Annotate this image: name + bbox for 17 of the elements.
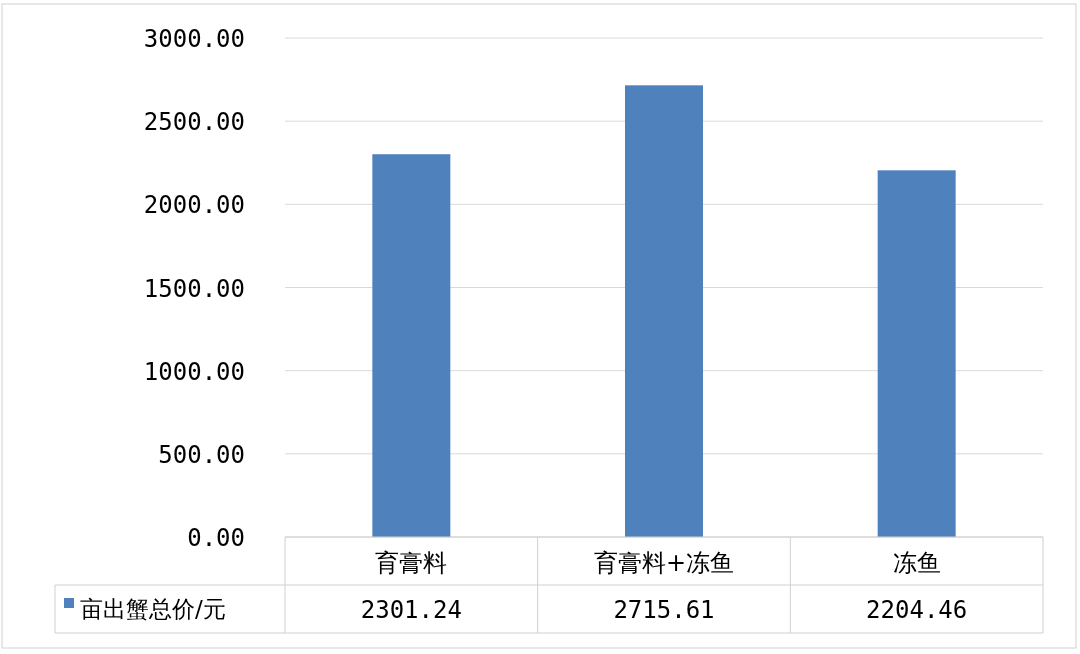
y-tick-label: 1000.00: [143, 357, 245, 386]
y-tick-label: 2000.00: [143, 191, 245, 220]
y-tick-label: 1500.00: [143, 274, 245, 303]
data-label: 2715.61: [613, 596, 715, 624]
y-tick-label: 500.00: [158, 440, 245, 469]
bar: [877, 170, 956, 537]
legend-label: 亩出蟹总价/元: [80, 596, 226, 622]
x-tick-label: 育膏料+冻鱼: [593, 549, 735, 577]
y-tick-label: 3000.00: [143, 25, 245, 53]
bar: [625, 85, 703, 537]
y-tick-label: 2500.00: [143, 108, 245, 137]
data-label: 2301.24: [360, 596, 462, 624]
x-tick-label: 冻鱼: [892, 549, 941, 577]
bar: [372, 154, 451, 537]
data-label: 2204.46: [866, 596, 968, 624]
y-tick-label: 0.00: [187, 524, 245, 552]
x-tick-label: 育膏料: [375, 549, 448, 577]
